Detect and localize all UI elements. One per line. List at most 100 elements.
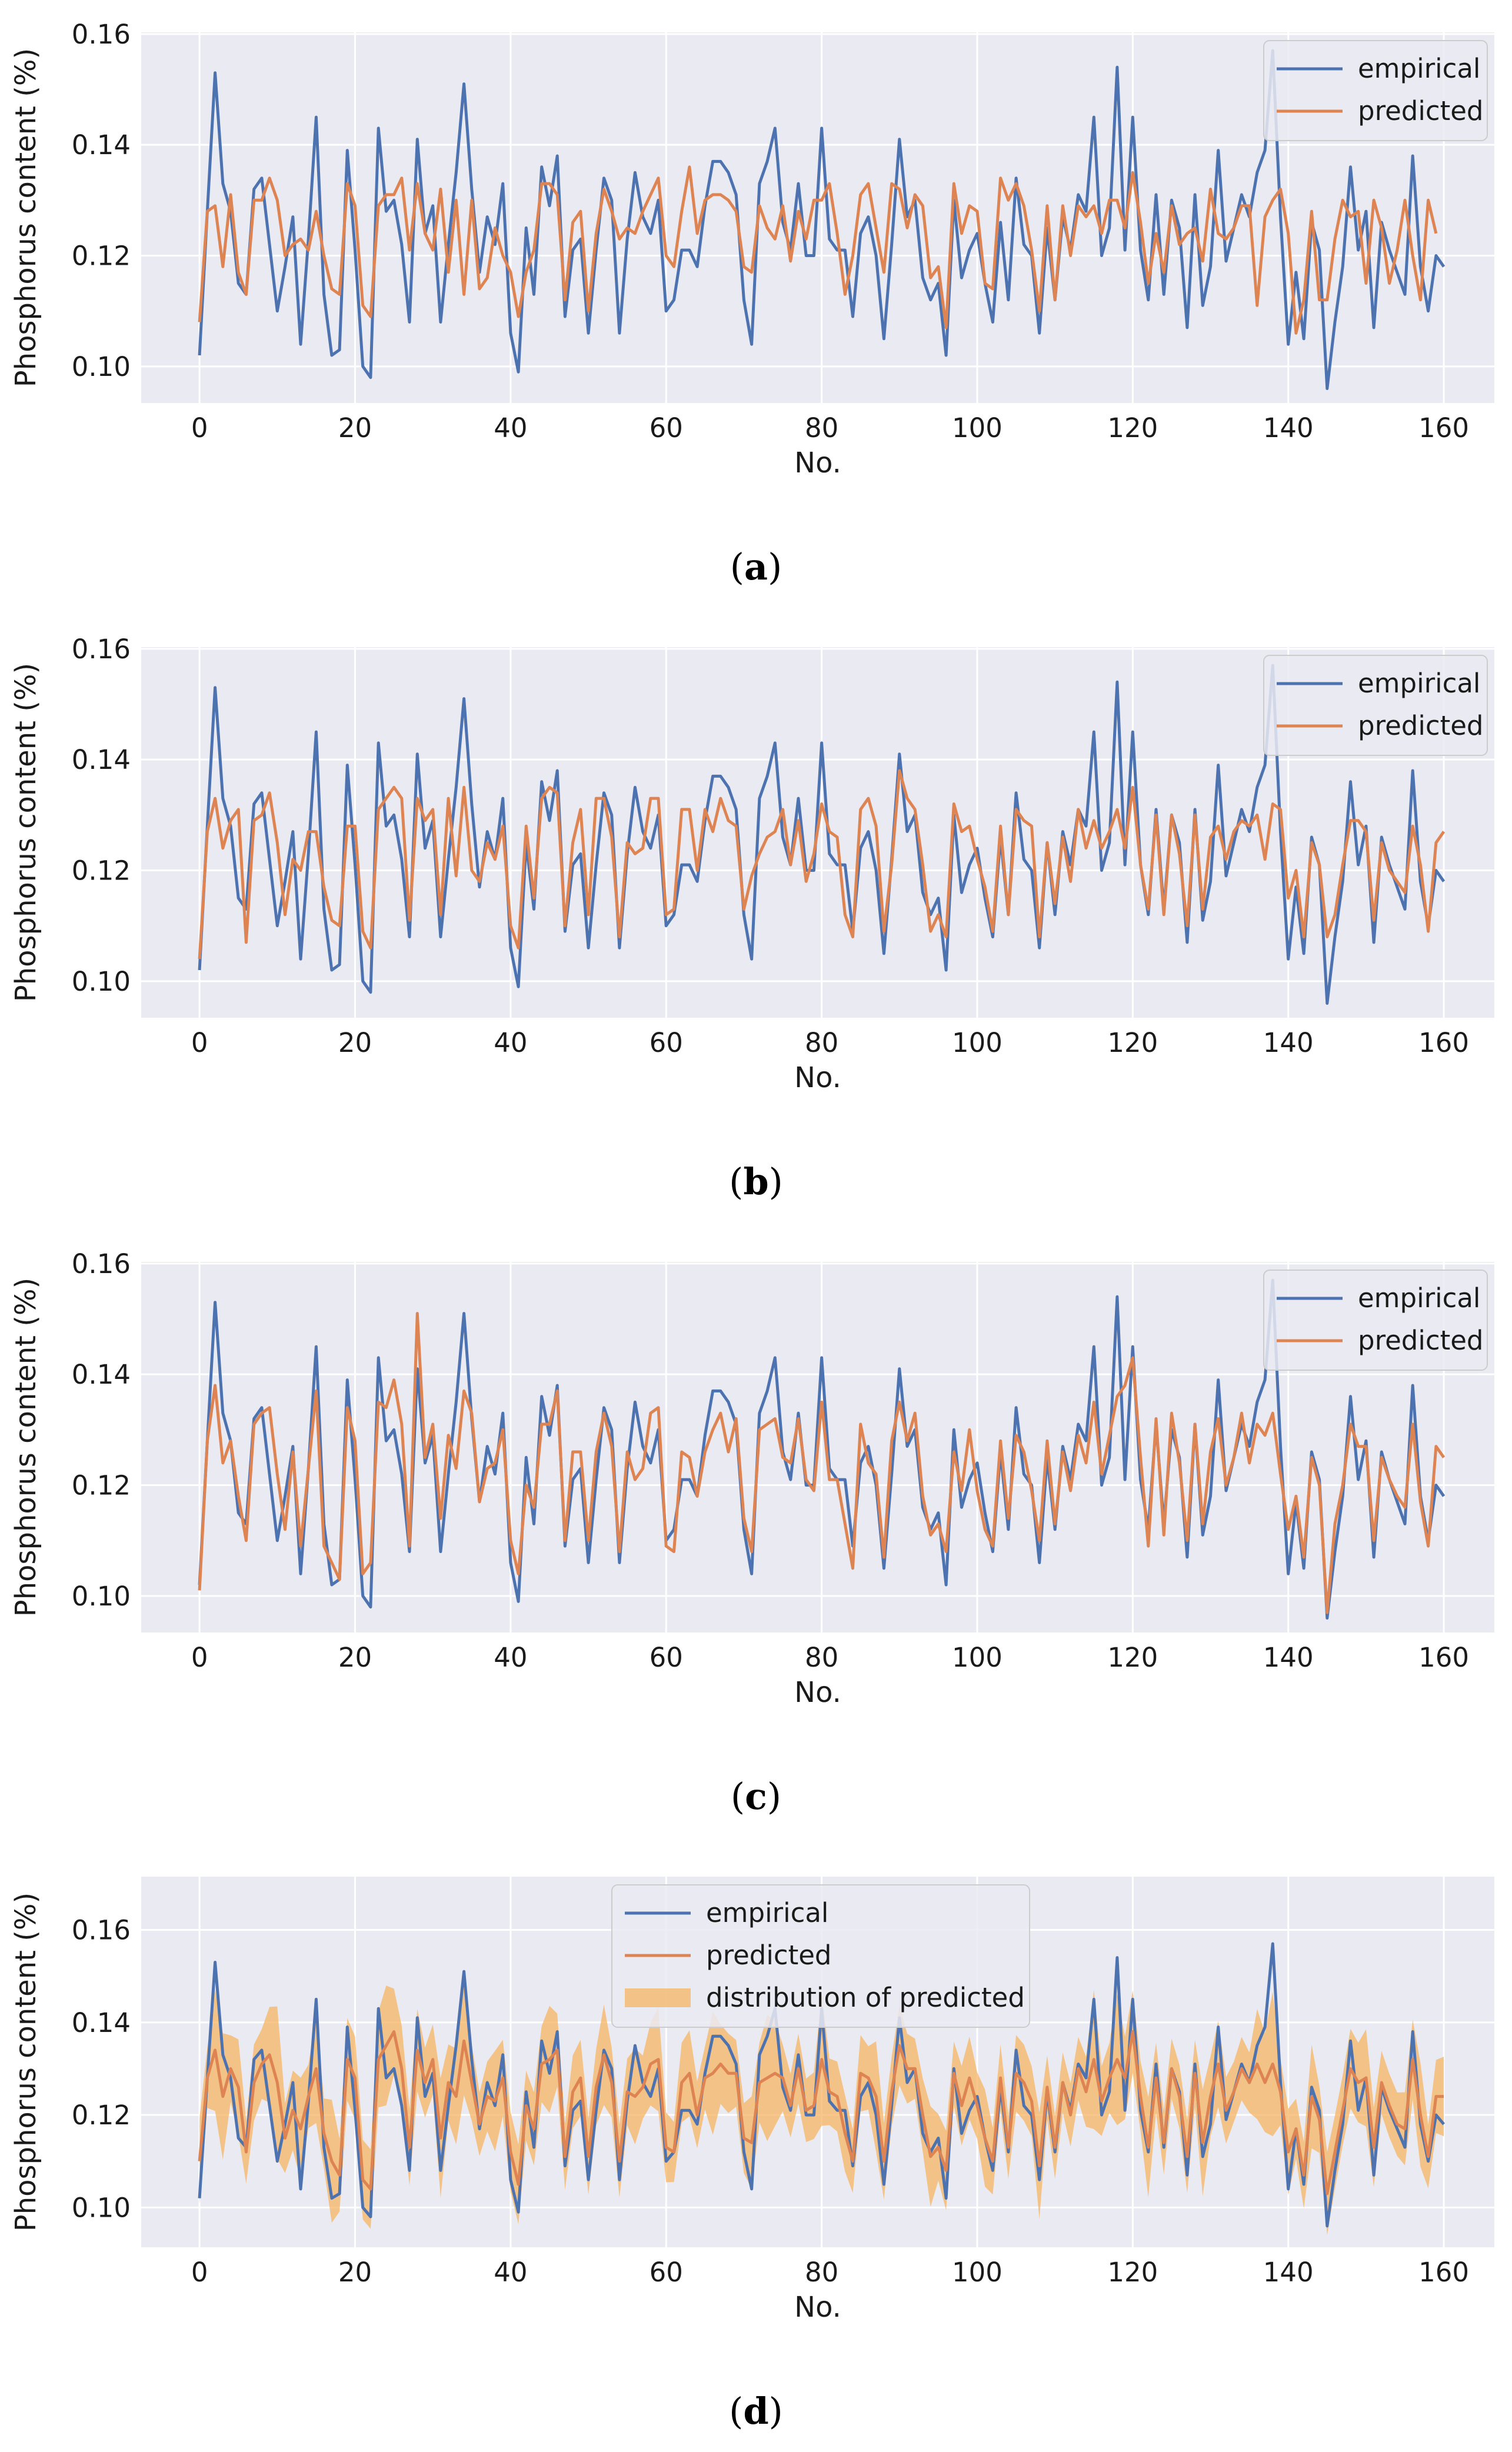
panel-d-legend: empirical predicted distribution of predic… xyxy=(611,1884,1030,2028)
panel-a-x-tick-label: 160 xyxy=(1418,412,1469,444)
panel-c-x-tick-label: 140 xyxy=(1263,1642,1314,1673)
caption-d: (d) xyxy=(729,2390,783,2433)
panel-a-x-tick-label: 0 xyxy=(191,412,208,444)
panel-b-x-tick-label: 80 xyxy=(805,1027,838,1058)
caption-d-open: ( xyxy=(729,2390,743,2433)
panel-c-legend-label-empirical: empirical xyxy=(1358,1282,1480,1314)
panel-d-x-tick-label: 80 xyxy=(805,2257,838,2288)
panel-c-x-tick-label: 20 xyxy=(338,1642,372,1673)
panel-d-x-tick-label: 40 xyxy=(494,2257,527,2288)
panel-a-x-tick-label: 140 xyxy=(1263,412,1314,444)
panel-d-legend-label-predicted: predicted xyxy=(706,1940,831,1971)
panel-b-grid xyxy=(141,647,1494,1018)
panel-c-legend: empirical predicted xyxy=(1263,1270,1488,1371)
panel-b-y-tick-label: 0.10 xyxy=(72,966,131,997)
panel-b-x-axis-label: No. xyxy=(794,1061,841,1094)
panel-c-y-axis-label: Phosphorus content (%) xyxy=(9,1278,42,1617)
panel-a-x-tick-label: 60 xyxy=(650,412,683,444)
panel-a-x-tick-label: 120 xyxy=(1107,412,1158,444)
caption-a-close: ) xyxy=(768,545,782,588)
panel-d-x-axis-label: No. xyxy=(794,2291,841,2324)
panel-a-predicted-line xyxy=(198,165,1438,335)
panel-d-legend-frame xyxy=(611,1884,1030,2028)
panel-d-y-tick-label: 0.16 xyxy=(72,1914,131,1945)
panel-d-x-tick-label: 20 xyxy=(338,2257,372,2288)
panel-d-x-tick-label: 60 xyxy=(650,2257,683,2288)
panel-b-predicted-line xyxy=(198,769,1446,960)
caption-c-letter: c xyxy=(745,1775,767,1818)
panel-c-y-tick-label: 0.10 xyxy=(72,1581,131,1612)
panel-c-x-tick-label: 80 xyxy=(805,1642,838,1673)
panel-a-legend-frame xyxy=(1263,40,1488,141)
panel-b-y-tick-label: 0.16 xyxy=(72,634,131,665)
panel-c-predicted-line xyxy=(198,1312,1446,1614)
caption-c-open: ( xyxy=(731,1775,745,1818)
panel-c-y-tick-label: 0.14 xyxy=(72,1359,131,1390)
panel-c-legend-frame xyxy=(1263,1270,1488,1371)
caption-b: (b) xyxy=(729,1160,783,1203)
panel-b-x-tick-label: 20 xyxy=(338,1027,372,1058)
panel-b-x-tick-label: 60 xyxy=(650,1027,683,1058)
panel-a-y-tick-label: 0.10 xyxy=(72,351,131,382)
panel-a-x-tick-label: 100 xyxy=(952,412,1003,444)
panel-a-x-tick-label: 80 xyxy=(805,412,838,444)
panel-d-x-tick-label: 160 xyxy=(1418,2257,1469,2288)
panel-c-x-tick-label: 120 xyxy=(1107,1642,1158,1673)
panel-d-x-tick-label: 120 xyxy=(1107,2257,1158,2288)
caption-b-open: ( xyxy=(729,1160,743,1203)
panel-b-x-tick-label: 160 xyxy=(1418,1027,1469,1058)
caption-a: (a) xyxy=(730,545,782,588)
chart-panel-a: 0 20 40 60 80 100 120 140 160 0.10 0.12 0.14 0.16 No.… xyxy=(9,19,1494,479)
panel-b-x-tick-label: 40 xyxy=(494,1027,527,1058)
panel-d-y-tick-label: 0.12 xyxy=(72,2100,131,2131)
panel-b-x-tick-label: 140 xyxy=(1263,1027,1314,1058)
caption-d-letter: d xyxy=(743,2390,768,2433)
panel-d-y-axis-label: Phosphorus content (%) xyxy=(9,1893,42,2232)
panel-a-x-axis-label: No. xyxy=(794,447,841,479)
panel-b-x-tick-label: 120 xyxy=(1107,1027,1158,1058)
panel-d-legend-swatch-distribution-of-predicted xyxy=(625,1988,691,2007)
panel-b-y-axis-label: Phosphorus content (%) xyxy=(9,663,42,1002)
chart-panel-b: 0 20 40 60 80 100 120 140 160 0.10 0.12 0.14 0.16 No.… xyxy=(9,634,1494,1094)
panel-a-legend-label-predicted: predicted xyxy=(1358,95,1483,126)
caption-b-close: ) xyxy=(769,1160,783,1203)
panel-d-y-tick-label: 0.14 xyxy=(72,2007,131,2038)
panel-a-legend: empirical predicted xyxy=(1263,40,1488,141)
panel-c-x-tick-label: 0 xyxy=(191,1642,208,1673)
chart-panel-d: 0 20 40 60 80 100 120 140 160 0.10 0.12 0.14 0.16 No.… xyxy=(9,1877,1494,2324)
panel-b-legend-label-empirical: empirical xyxy=(1358,668,1480,699)
panel-d-x-tick-label: 140 xyxy=(1263,2257,1314,2288)
panel-b-legend-frame xyxy=(1263,655,1488,756)
panel-b-y-tick-label: 0.14 xyxy=(72,744,131,775)
panel-d-legend-label-distribution-of-predicted: distribution of predicted xyxy=(706,1982,1025,2013)
panel-a-y-tick-label: 0.16 xyxy=(72,19,131,50)
panel-a-y-axis-label: Phosphorus content (%) xyxy=(9,48,42,388)
panel-a-x-tick-label: 40 xyxy=(494,412,527,444)
panel-d-y-tick-label: 0.10 xyxy=(72,2192,131,2223)
panel-d-predicted-line xyxy=(198,2030,1444,2196)
caption-a-letter: a xyxy=(744,545,768,588)
panel-d-x-tick-label: 100 xyxy=(952,2257,1003,2288)
panel-c-x-tick-label: 100 xyxy=(952,1642,1003,1673)
panel-c-x-tick-label: 60 xyxy=(650,1642,683,1673)
panel-c-x-axis-label: No. xyxy=(794,1676,841,1709)
panel-d-x-tick-label: 0 xyxy=(191,2257,208,2288)
panel-b-x-tick-label: 100 xyxy=(952,1027,1003,1058)
panel-c-grid xyxy=(141,1262,1494,1633)
panel-c-x-tick-label: 40 xyxy=(494,1642,527,1673)
panel-a-legend-label-empirical: empirical xyxy=(1358,53,1480,84)
panel-b-empirical-line xyxy=(198,664,1446,1005)
panel-c-y-tick-label: 0.16 xyxy=(72,1248,131,1280)
panel-b-y-tick-label: 0.12 xyxy=(72,855,131,887)
panel-c-x-tick-label: 160 xyxy=(1418,1642,1469,1673)
panel-c-y-tick-label: 0.12 xyxy=(72,1470,131,1501)
panel-c-legend-label-predicted: predicted xyxy=(1358,1325,1483,1356)
panel-a-y-tick-label: 0.12 xyxy=(72,241,131,272)
panel-b-legend-label-predicted: predicted xyxy=(1358,710,1483,741)
panel-b-legend: empirical predicted xyxy=(1263,655,1488,756)
panel-d-legend-label-empirical: empirical xyxy=(706,1897,828,1928)
caption-a-open: ( xyxy=(730,545,744,588)
panel-a-x-tick-label: 20 xyxy=(338,412,372,444)
panel-a-y-tick-label: 0.14 xyxy=(72,129,131,161)
